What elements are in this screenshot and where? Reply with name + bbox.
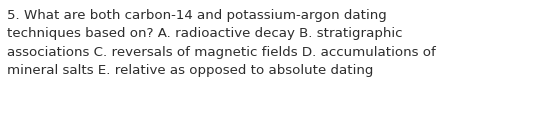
Text: 5. What are both carbon-14 and potassium-argon dating
techniques based on? A. ra: 5. What are both carbon-14 and potassium… xyxy=(7,9,436,77)
